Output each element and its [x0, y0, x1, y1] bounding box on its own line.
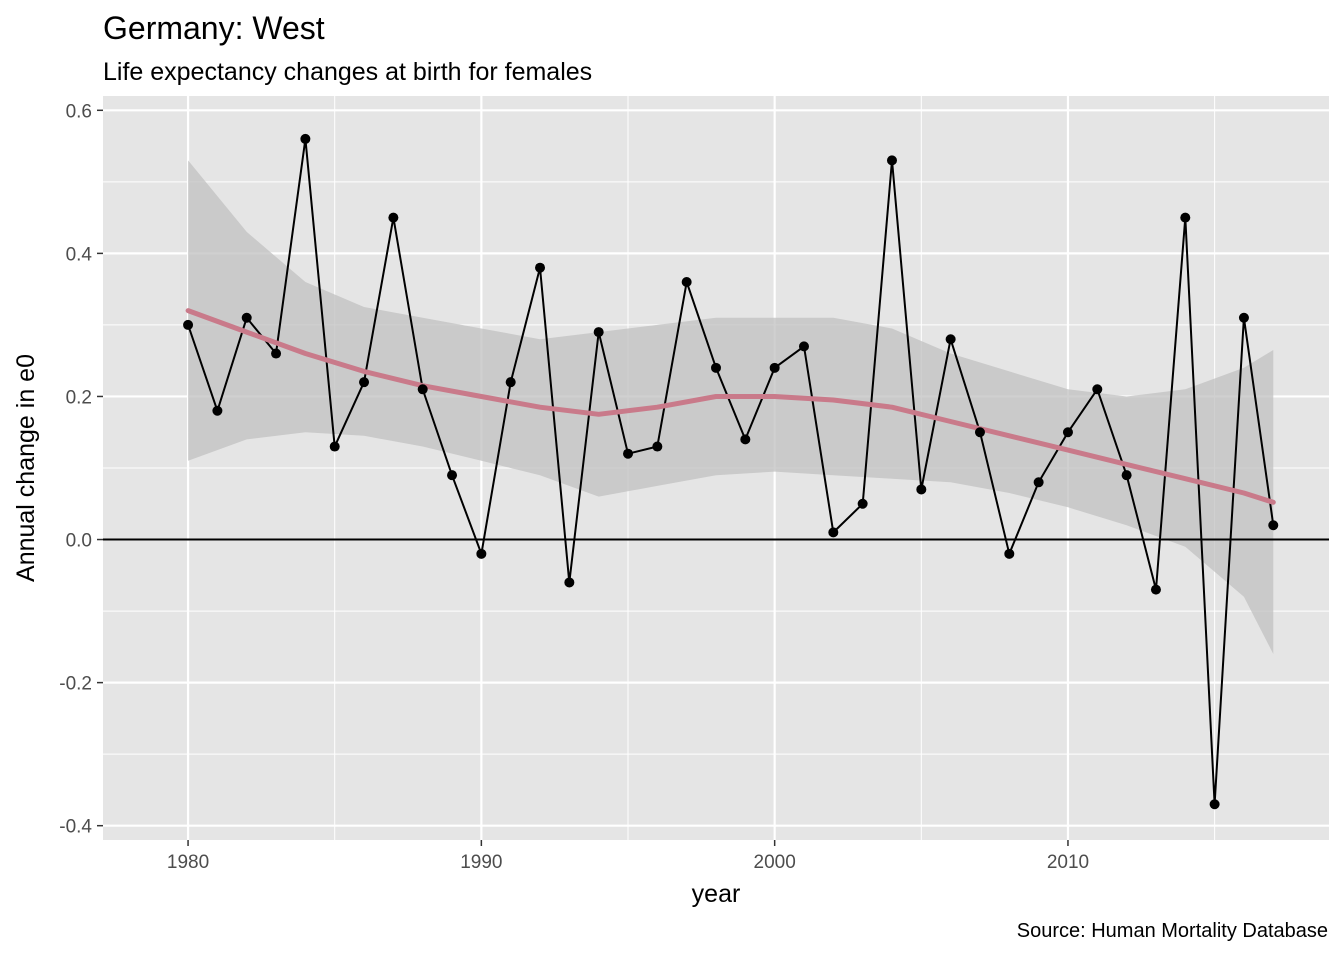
- data-point: [1062, 427, 1073, 438]
- data-point: [828, 527, 839, 538]
- smooth-line-layer: [185, 308, 1276, 505]
- chart-caption: Source: Human Mortality Database: [1016, 920, 1328, 942]
- data-point: [359, 377, 370, 388]
- data-point: [1238, 312, 1249, 323]
- data-point-layer: [183, 133, 1279, 810]
- data-point: [388, 212, 399, 223]
- data-point: [447, 470, 458, 481]
- series-line: [187, 138, 1275, 805]
- data-point: [974, 427, 985, 438]
- x-tick-label: 2000: [754, 852, 796, 873]
- confidence-band: [188, 160, 1274, 654]
- chart-title: Germany: West: [103, 10, 325, 46]
- y-tick-label: 0.4: [66, 244, 93, 265]
- data-point: [711, 362, 721, 373]
- data-point: [476, 548, 487, 559]
- data-point: [945, 334, 956, 345]
- y-axis-ticks: -0.4 -0.2 0.0 0.2 0.4 0.6: [59, 101, 103, 838]
- data-line-layer: [187, 138, 1275, 805]
- data-point: [681, 277, 692, 287]
- data-point: [271, 348, 282, 359]
- confidence-band-layer: [188, 160, 1274, 654]
- data-point: [652, 441, 663, 452]
- y-axis-title: Annual change in e0: [12, 354, 40, 582]
- data-point: [857, 498, 868, 509]
- data-point: [241, 312, 252, 323]
- chart-subtitle: Life expectancy changes at birth for fem…: [103, 58, 593, 86]
- data-point: [886, 155, 897, 166]
- data-point: [593, 327, 604, 338]
- data-point: [1150, 584, 1161, 595]
- x-tick-label: 2010: [1047, 852, 1089, 873]
- data-point: [505, 377, 516, 388]
- data-point: [564, 577, 575, 588]
- y-tick-label: -0.2: [59, 674, 92, 695]
- data-point: [1268, 520, 1279, 531]
- data-point: [535, 262, 546, 273]
- data-point: [329, 441, 340, 452]
- y-tick-label: 0.6: [66, 101, 92, 122]
- data-point: [769, 362, 780, 373]
- smooth-trend-line: [185, 308, 1276, 505]
- y-tick-label: 0.0: [66, 531, 92, 552]
- data-point: [1180, 212, 1191, 223]
- data-point: [916, 484, 927, 495]
- data-point: [1033, 477, 1044, 488]
- data-point: [1004, 548, 1015, 559]
- data-point: [1121, 470, 1132, 481]
- data-point: [740, 434, 751, 445]
- x-tick-label: 1990: [460, 852, 502, 873]
- data-point: [623, 448, 634, 459]
- data-point: [212, 405, 223, 416]
- data-point: [183, 319, 194, 330]
- y-tick-label: 0.2: [66, 387, 92, 408]
- data-point: [1092, 384, 1103, 395]
- x-axis-title: year: [692, 880, 741, 908]
- y-tick-label: -0.4: [59, 817, 92, 838]
- data-point: [798, 341, 809, 352]
- data-point: [1209, 799, 1220, 810]
- x-axis-ticks: 1980 1990 2000 2010: [167, 840, 1089, 873]
- data-point: [417, 384, 428, 395]
- x-tick-label: 1980: [167, 852, 209, 873]
- data-point: [300, 133, 311, 144]
